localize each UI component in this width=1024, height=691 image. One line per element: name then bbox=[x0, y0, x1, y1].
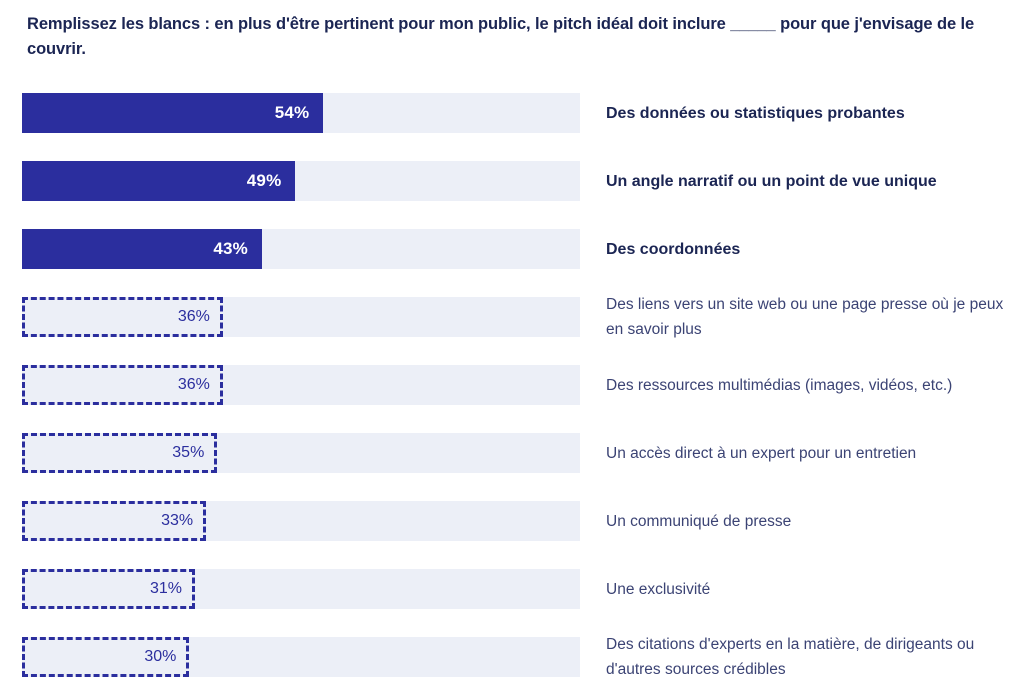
bar-fill: 36% bbox=[22, 297, 223, 337]
bar-track: 36% bbox=[22, 365, 580, 405]
bar-fill: 31% bbox=[22, 569, 195, 609]
bar-row: 33% Un communiqué de presse bbox=[22, 501, 1024, 541]
bar-track: 43% bbox=[22, 229, 580, 269]
chart-title: Remplissez les blancs : en plus d'être p… bbox=[27, 15, 975, 58]
bar-category-label: Un communiqué de presse bbox=[606, 512, 792, 530]
bar-row: 36% Des liens vers un site web ou une pa… bbox=[22, 296, 1024, 338]
bar-category-label: Des coordonnées bbox=[606, 240, 741, 258]
bar-category-label: Des ressources multimédias (images, vidé… bbox=[606, 376, 953, 394]
bar-value-label: 36% bbox=[177, 376, 210, 393]
bar-category-label: Un accès direct à un expert pour un entr… bbox=[606, 444, 917, 462]
bar-fill: 30% bbox=[22, 637, 190, 677]
bar-category-label: Des liens vers un site web ou une page p… bbox=[606, 296, 1004, 338]
bar-value-label: 30% bbox=[144, 648, 177, 665]
bar-value-label: 35% bbox=[172, 444, 205, 461]
bar-value-label: 49% bbox=[246, 171, 282, 190]
bar-fill: 49% bbox=[22, 161, 296, 201]
bar-category-label: Des données ou statistiques probantes bbox=[606, 104, 905, 122]
bar-row: 30% Des citations d'experts en la matièr… bbox=[22, 636, 1024, 678]
bar-category-label: Des citations d'experts en la matière, d… bbox=[606, 636, 975, 678]
bar-value-label: 33% bbox=[161, 512, 194, 529]
bar-track: 35% bbox=[22, 433, 580, 473]
bar-track: 30% bbox=[22, 637, 580, 677]
bar-track: 36% bbox=[22, 297, 580, 337]
bar-row: 54% Des données ou statistiques probante… bbox=[22, 93, 1024, 133]
bar-row: 35% Un accès direct à un expert pour un … bbox=[22, 433, 1024, 473]
bar-rows: 54% Des données ou statistiques probante… bbox=[22, 93, 1024, 678]
bar-track: 31% bbox=[22, 569, 580, 609]
bar-track: 49% bbox=[22, 161, 580, 201]
bar-category-label: Une exclusivité bbox=[606, 580, 711, 598]
bar-value-label: 54% bbox=[274, 103, 310, 122]
bar-track: 54% bbox=[22, 93, 580, 133]
bar-category-label: Un angle narratif ou un point de vue uni… bbox=[606, 172, 937, 190]
bar-value-label: 31% bbox=[149, 580, 182, 597]
bar-fill: 33% bbox=[22, 501, 207, 541]
bar-row: 49% Un angle narratif ou un point de vue… bbox=[22, 161, 1024, 201]
bar-value-label: 43% bbox=[213, 239, 248, 258]
bar-row: 43% Des coordonnées bbox=[22, 229, 1024, 269]
bar-row: 31% Une exclusivité bbox=[22, 569, 1024, 609]
bar-fill: 36% bbox=[22, 365, 223, 405]
bar-track: 33% bbox=[22, 501, 580, 541]
bar-fill: 43% bbox=[22, 229, 262, 269]
bar-fill: 35% bbox=[22, 433, 218, 473]
survey-bar-chart: Remplissez les blancs : en plus d'être p… bbox=[22, 15, 1024, 678]
bar-row: 36% Des ressources multimédias (images, … bbox=[22, 365, 1024, 405]
bar-fill: 54% bbox=[22, 93, 324, 133]
bar-value-label: 36% bbox=[177, 308, 210, 325]
